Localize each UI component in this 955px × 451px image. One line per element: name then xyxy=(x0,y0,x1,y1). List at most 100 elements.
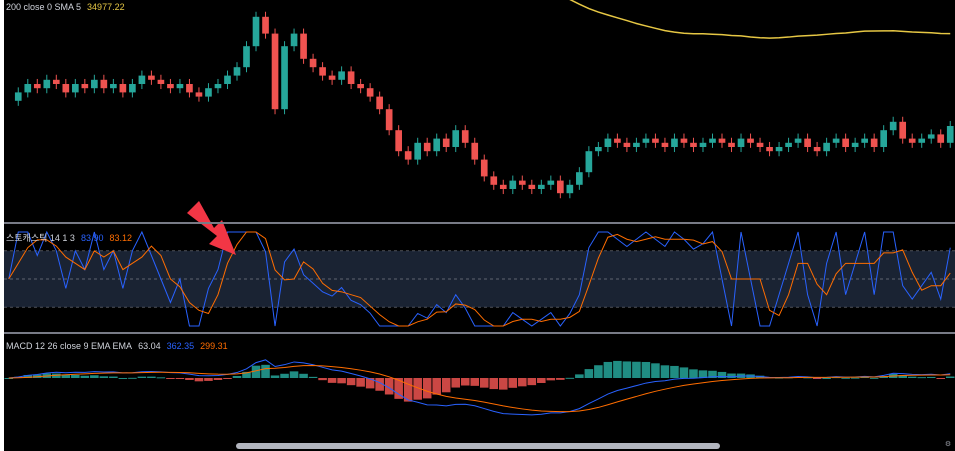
candle-body xyxy=(576,172,583,185)
candle-body xyxy=(490,176,498,185)
macd-histogram-bar xyxy=(394,378,403,399)
macd-histogram-bar xyxy=(147,376,156,378)
candle-body xyxy=(110,84,117,89)
candle-body xyxy=(433,138,441,152)
candle-body xyxy=(290,33,298,47)
macd-histogram-bar xyxy=(289,371,299,378)
candle-body xyxy=(366,88,374,97)
candle-body xyxy=(880,130,888,147)
macd-histogram-bar xyxy=(594,365,603,378)
candle-body xyxy=(43,79,51,89)
candle-body xyxy=(347,71,355,84)
candle-body xyxy=(557,180,564,194)
candle-body xyxy=(414,142,422,160)
macd-histogram-bar xyxy=(365,378,375,389)
candle-body xyxy=(480,159,488,177)
candle-body xyxy=(24,84,32,93)
candle-body xyxy=(623,142,631,147)
macd-histogram-bar xyxy=(4,378,14,379)
candle-body xyxy=(262,16,269,34)
macd-histogram-bar xyxy=(632,361,641,378)
candle-body xyxy=(233,67,241,76)
chart-area[interactable]: 200 close 0 SMA 5 34977.22 스토캐스틱 14 1 3 … xyxy=(4,0,955,451)
macd-histogram-bar xyxy=(128,377,137,379)
candle-body xyxy=(309,58,317,68)
macd-histogram-bar xyxy=(118,377,128,379)
macd-histogram-bar xyxy=(52,373,61,378)
macd-histogram-bar xyxy=(689,369,698,378)
macd-histogram-bar xyxy=(337,378,346,384)
candle-body xyxy=(718,138,726,143)
macd-histogram-bar xyxy=(156,377,166,379)
candle-body xyxy=(775,147,783,152)
macd-histogram-bar xyxy=(812,378,822,379)
stoch-k-value: 83.90 xyxy=(80,232,104,243)
macd-histogram-bar xyxy=(907,376,917,378)
candle-body xyxy=(461,130,469,143)
macd-histogram-bar xyxy=(613,360,622,378)
candle-body xyxy=(509,180,517,189)
candle-body xyxy=(614,138,621,143)
macd-histogram-bar xyxy=(432,378,441,395)
macd-histogram-bar xyxy=(346,378,356,386)
candle-body xyxy=(442,138,450,147)
candle-body xyxy=(499,184,507,189)
macd-histogram-bar xyxy=(556,378,565,380)
candle-body xyxy=(528,184,536,189)
candle-body xyxy=(252,16,260,47)
macd-histogram-bar xyxy=(441,378,451,393)
candle-body xyxy=(889,121,897,131)
macd-histogram-bar xyxy=(270,375,280,378)
macd-histogram-bar xyxy=(308,376,318,378)
macd-histogram-bar xyxy=(318,378,327,381)
pane-divider-stoch-macd[interactable] xyxy=(4,332,955,334)
candle-body xyxy=(728,142,735,147)
sma-line xyxy=(569,0,951,39)
candle-body xyxy=(946,126,954,143)
candle-body xyxy=(566,184,574,194)
candle-body xyxy=(129,84,136,93)
macd-histogram-bar xyxy=(185,378,194,380)
macd-legend: MACD 12 26 close 9 EMA EMA 63.04 362.35 … xyxy=(6,341,228,351)
stoch-d-line xyxy=(8,231,951,327)
pane-divider-price-stoch[interactable] xyxy=(4,222,955,224)
candle-body xyxy=(205,88,212,97)
candle-body xyxy=(176,84,184,89)
macd-histogram-bar xyxy=(803,377,812,379)
chart-canvas[interactable] xyxy=(4,0,955,451)
macd-signal-value: 299.31 xyxy=(200,341,228,351)
macd-histogram-bar xyxy=(565,377,575,379)
candle-body xyxy=(452,130,460,147)
macd-histogram-bar xyxy=(23,375,33,378)
candle-body xyxy=(385,109,393,131)
macd-histogram-bar xyxy=(622,361,632,378)
candle-body xyxy=(766,147,773,152)
macd-histogram-bar xyxy=(479,378,489,388)
candle-body xyxy=(271,33,279,110)
macd-histogram-bar xyxy=(375,378,384,391)
macd-histogram-bar xyxy=(223,378,232,379)
candle-body xyxy=(328,75,336,80)
macd-histogram-bar xyxy=(213,378,223,380)
candle-body xyxy=(899,121,907,139)
candle-body xyxy=(861,138,868,143)
horizontal-scrollbar[interactable] xyxy=(236,443,720,449)
macd-histogram-bar xyxy=(708,370,717,378)
macd-histogram-bar xyxy=(90,375,99,378)
candle-body xyxy=(937,134,945,143)
candle-body xyxy=(471,142,479,160)
candle-body xyxy=(300,33,307,59)
macd-histogram-bar xyxy=(926,376,936,378)
candle-body xyxy=(52,79,60,84)
candle-body xyxy=(747,138,754,143)
stoch-legend: 스토캐스틱 14 1 3 83.90 83.12 xyxy=(6,231,132,244)
macd-histogram-bar xyxy=(898,375,907,378)
stoch-legend-label: 스토캐스틱 14 1 3 xyxy=(6,233,75,243)
macd-histogram-bar xyxy=(71,374,80,378)
macd-histogram-bar xyxy=(422,378,432,399)
candle-body xyxy=(91,79,98,89)
settings-icon[interactable]: ⚙ xyxy=(944,441,952,448)
candle-body xyxy=(404,151,412,160)
macd-histogram-bar xyxy=(527,378,537,386)
price-legend: 200 close 0 SMA 5 34977.22 xyxy=(6,2,125,12)
